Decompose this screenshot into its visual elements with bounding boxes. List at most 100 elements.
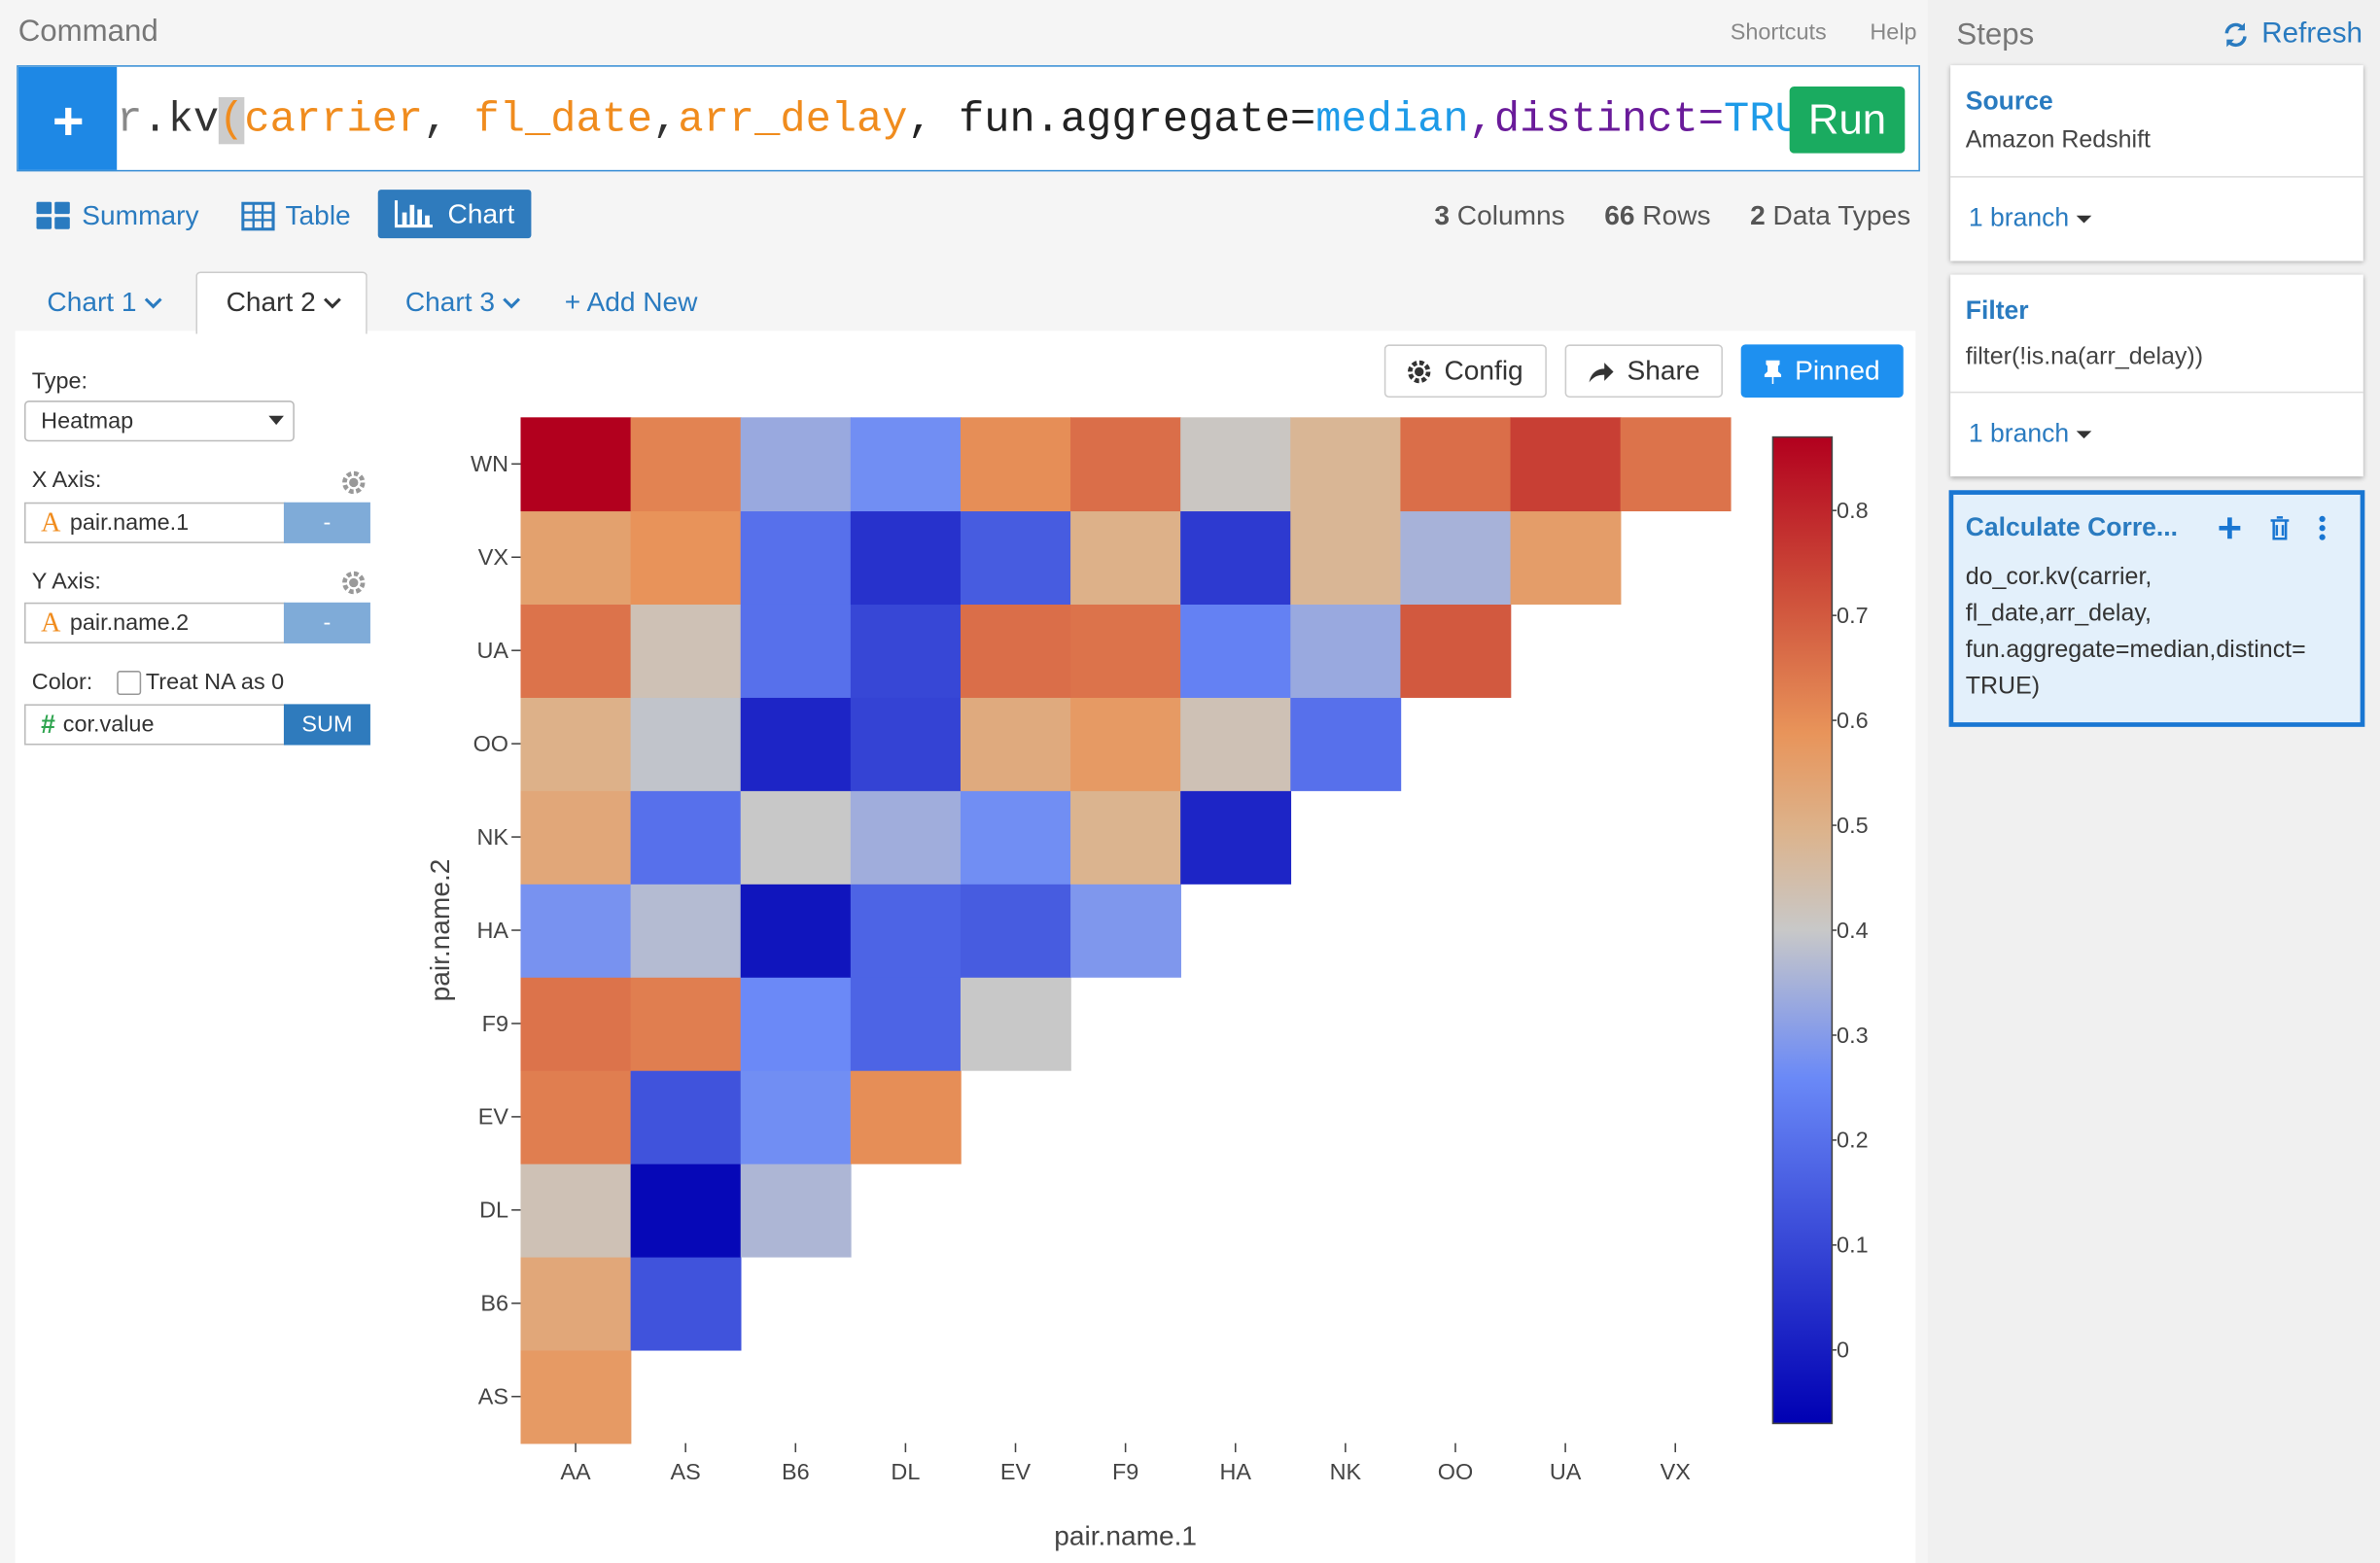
pin-icon <box>1765 360 1782 384</box>
run-button[interactable]: Run <box>1789 86 1906 154</box>
command-box[interactable]: r.kv(carrier, fl_date,arr_delay, fun.agg… <box>17 65 1920 172</box>
heat-cell <box>1400 510 1512 605</box>
command-token: arr_delay <box>678 96 908 145</box>
branch-link[interactable]: 1 branch <box>1969 419 2092 449</box>
refresh-icon[interactable] <box>2222 21 2250 49</box>
heat-cell <box>960 697 1071 791</box>
heat-cell <box>520 790 632 885</box>
x-tick-label: OO <box>1438 1459 1473 1484</box>
command-token: median <box>1315 96 1469 145</box>
x-axis-value: pair.name.1 <box>69 509 190 537</box>
heat-cell <box>1510 417 1622 512</box>
gear-icon[interactable] <box>341 571 366 595</box>
step-line: Amazon Redshift <box>1965 127 2151 154</box>
plus-icon <box>54 107 83 135</box>
heat-cell <box>960 604 1071 698</box>
treat-na-checkbox[interactable] <box>117 671 142 696</box>
colorbar-tick-label: 0.2 <box>1837 1128 1869 1153</box>
add-button[interactable] <box>18 66 118 170</box>
heat-cell <box>1070 604 1181 698</box>
y-tick-label: UA <box>476 638 508 663</box>
chart-tab-label: Chart 2 <box>226 287 316 318</box>
y-tick-label: AS <box>478 1384 508 1409</box>
heat-cell <box>1070 790 1181 885</box>
heat-cell <box>520 884 632 978</box>
chevron <box>324 297 341 309</box>
summary-tab[interactable]: Summary <box>82 200 199 231</box>
y-agg-button[interactable]: - <box>283 602 370 643</box>
heat-cell <box>1070 697 1181 791</box>
colorbar-tick-label: 0.3 <box>1837 1023 1869 1048</box>
chart-tab[interactable]: Chart 3 <box>405 287 521 319</box>
table-icon <box>241 201 275 231</box>
heat-cell <box>1070 884 1181 978</box>
stat-label: Columns <box>1456 200 1565 231</box>
colorbar <box>1771 435 1834 1425</box>
heat-cell <box>1400 417 1512 512</box>
heat-cell <box>740 510 852 605</box>
step-card[interactable]: Filter filter(!is.na(arr_delay)) 1 branc… <box>1950 274 2363 477</box>
heat-cell <box>850 1069 962 1164</box>
color-field[interactable]: # cor.value <box>23 704 286 746</box>
colorbar-tick-label: 0.1 <box>1837 1233 1869 1258</box>
heat-cell <box>520 976 632 1071</box>
shortcuts-link[interactable]: Shortcuts <box>1730 19 1827 46</box>
x-axis-title: pair.name.1 <box>1054 1520 1197 1550</box>
steps-title: Steps <box>1956 17 2035 52</box>
command-token: r <box>117 96 143 145</box>
heat-cell <box>1290 697 1402 791</box>
chart-tab[interactable]: Chart 2 <box>227 287 342 319</box>
step-title: Calculate Corre... <box>1965 512 2179 542</box>
chart-tab[interactable]: Chart 1 <box>47 287 162 319</box>
button-label: Config <box>1444 355 1523 386</box>
color-agg-button[interactable]: SUM <box>283 704 370 746</box>
step-card-active[interactable]: Calculate Corre... do_cor.kv(carrier, fl_… <box>1948 490 2365 727</box>
step-actions[interactable] <box>2215 513 2336 543</box>
active-chart-tab[interactable] <box>195 271 368 334</box>
heat-cell <box>1070 510 1181 605</box>
heat-cell <box>630 1256 742 1351</box>
refresh-link[interactable]: Refresh <box>2261 17 2363 51</box>
heat-cell <box>960 790 1071 885</box>
table-tab[interactable]: Table <box>285 200 351 231</box>
step-code: do_cor.kv(carrier, fl_date,arr_delay, fun.… <box>1966 560 2306 706</box>
gear-icon[interactable] <box>341 470 366 495</box>
heat-cell <box>1180 604 1292 698</box>
x-axis-label: X Axis: <box>31 467 102 494</box>
select-caret <box>268 415 284 426</box>
x-agg-button[interactable]: - <box>283 502 370 543</box>
command-token: , <box>652 96 679 145</box>
y-tick-label: EV <box>478 1104 509 1129</box>
heat-cell <box>740 1069 852 1164</box>
step-line: filter(!is.na(arr_delay)) <box>1965 344 2204 370</box>
heat-cell <box>630 790 742 885</box>
heat-cell <box>520 1256 632 1351</box>
type-select[interactable]: Heatmap <box>23 400 295 442</box>
chevron <box>144 297 162 309</box>
heat-cell <box>740 604 852 698</box>
y-tick-label: WN <box>471 451 508 476</box>
y-tick-label: VX <box>478 544 509 570</box>
branch-link[interactable]: 1 branch <box>1969 203 2092 233</box>
heat-cell <box>1620 417 1732 512</box>
stat-count: 3 <box>1434 200 1450 231</box>
heat-cell <box>740 976 852 1071</box>
heat-cell <box>960 417 1071 512</box>
number-type-icon: # <box>41 709 55 739</box>
chart-tab-active[interactable]: Chart <box>377 190 532 239</box>
heat-cell <box>960 510 1071 605</box>
heat-cell <box>1290 417 1402 512</box>
x-tick-label: UA <box>1550 1459 1582 1484</box>
add-chart[interactable]: + Add New <box>564 287 698 318</box>
y-tick-label: OO <box>473 731 508 756</box>
share-button[interactable]: Share <box>1564 344 1723 399</box>
y-tick-label: DL <box>479 1198 508 1223</box>
help-link[interactable]: Help <box>1870 19 1917 46</box>
config-button[interactable]: Config <box>1383 344 1547 399</box>
pinned-button[interactable]: Pinned <box>1740 344 1904 399</box>
step-card[interactable]: Source Amazon Redshift 1 branch <box>1950 65 2363 261</box>
heat-cell <box>850 510 962 605</box>
add-new-label: Add New <box>586 287 698 318</box>
